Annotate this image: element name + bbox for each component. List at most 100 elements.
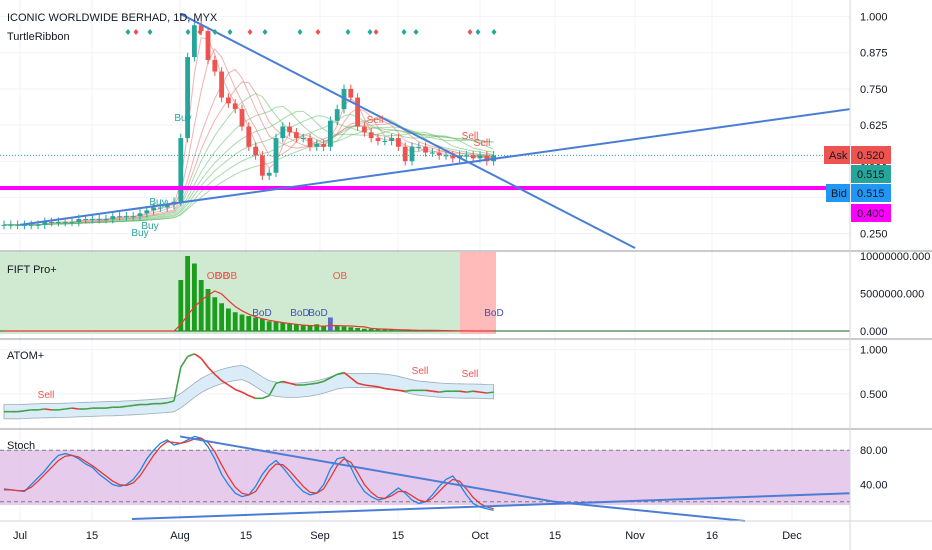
fift-ob-label: OB xyxy=(215,271,230,282)
stoch-pane xyxy=(0,435,851,522)
candle-body xyxy=(83,219,88,221)
atom-line-segment xyxy=(193,353,202,360)
atom-line-segment xyxy=(336,371,345,376)
x-tick-label: 15 xyxy=(392,530,404,542)
signal-diamond xyxy=(147,29,153,35)
volume-bar xyxy=(375,328,381,331)
volume-bar xyxy=(362,328,367,331)
stoch-trendline xyxy=(554,500,746,522)
signal-diamond xyxy=(345,29,351,35)
candle-body xyxy=(158,207,163,209)
signal-diamond xyxy=(227,29,233,35)
ask-price-value: 0.520 xyxy=(857,150,885,162)
signal-diamond xyxy=(262,29,268,35)
atom-line-segment xyxy=(65,407,73,410)
stoch-pane-label[interactable]: Stoch xyxy=(7,440,35,452)
atom-line-segment xyxy=(323,377,331,383)
atom-sell-label: Sell xyxy=(38,390,55,401)
candle-body xyxy=(464,155,469,157)
ribbon-line xyxy=(4,81,494,226)
signal-diamond xyxy=(133,29,139,35)
volume-bar xyxy=(232,312,238,331)
volume-bar xyxy=(219,303,224,331)
atom-pane-label[interactable]: ATOM+ xyxy=(7,350,44,362)
candle-body xyxy=(246,126,252,147)
atom-line-segment xyxy=(377,386,386,390)
candle-body xyxy=(266,172,272,176)
indicator-label[interactable]: TurtleRibbon xyxy=(7,31,70,43)
candle-body xyxy=(164,204,170,208)
candle-body xyxy=(76,219,82,222)
candle-body xyxy=(15,224,20,226)
volume-bar xyxy=(402,330,408,331)
signal-label: Sell xyxy=(462,131,479,142)
ribbon-line xyxy=(4,92,494,226)
fift-pane-label[interactable]: FIFT Pro+ xyxy=(7,264,57,276)
candle-body xyxy=(49,221,54,223)
volume-bar xyxy=(348,327,354,331)
volume-bar xyxy=(226,308,231,331)
volume-bar xyxy=(273,322,279,331)
volume-bar xyxy=(280,322,286,331)
volume-bar xyxy=(246,316,252,331)
candle-body xyxy=(117,216,122,218)
volume-bar xyxy=(355,328,360,331)
atom-line-segment xyxy=(459,390,467,393)
candle-body xyxy=(226,97,231,104)
fift-bod-label: BoD xyxy=(290,308,309,319)
candle-body xyxy=(253,146,258,156)
candle-body xyxy=(287,126,292,133)
volume-bar xyxy=(185,256,190,331)
atom-line-segment xyxy=(24,409,32,412)
atom-line-segment xyxy=(214,373,223,382)
candle-body xyxy=(219,71,224,98)
volume-bar xyxy=(389,329,394,331)
candle-body xyxy=(348,88,354,98)
y-tick-label: 1.000 xyxy=(860,12,888,24)
candle-body xyxy=(151,207,156,211)
candle-body xyxy=(69,221,75,223)
signal-diamond xyxy=(467,29,473,35)
volume-bar xyxy=(253,317,258,331)
atom-line-segment xyxy=(289,382,297,386)
candle-body xyxy=(484,155,490,162)
atom-line-segment xyxy=(384,387,392,391)
candle-body xyxy=(362,126,367,133)
atom-sell-label: Sell xyxy=(412,366,429,377)
atom-line-segment xyxy=(105,406,113,409)
atom-band xyxy=(3,364,494,420)
atom-line-segment xyxy=(275,380,284,384)
candle-body xyxy=(56,221,61,223)
volume-bar xyxy=(300,325,306,331)
y-tick-label: 80.00 xyxy=(860,445,888,457)
atom-line-segment xyxy=(221,379,229,386)
atom-line-segment xyxy=(166,400,175,404)
y-tick-label: 0.000 xyxy=(860,326,888,338)
bid-price-value: 0.515 xyxy=(857,188,885,200)
level-price-value: 0.400 xyxy=(857,208,885,220)
y-tick-label: 1.000 xyxy=(860,344,888,356)
volume-bar xyxy=(192,263,197,331)
axes: Jul 15 Aug 15 Sep 15 Oct 15 Nov 16 Dec 1.000 0.875 0.… xyxy=(13,12,930,542)
atom-line-segment xyxy=(37,408,45,411)
candle-body xyxy=(375,138,381,141)
fift-bod-label: BoD xyxy=(308,308,327,319)
candle-body xyxy=(321,143,326,147)
candle-body xyxy=(28,224,34,226)
signal-label: Buy xyxy=(149,197,166,208)
signal-diamond xyxy=(491,29,497,35)
atom-line-segment xyxy=(119,405,127,409)
stoch-d-line xyxy=(4,437,494,510)
fift-bod-label: BoD xyxy=(252,308,271,319)
level-price-tag: 0.400 xyxy=(851,204,891,222)
atom-line-segment xyxy=(303,383,311,386)
stoch-trendline xyxy=(179,435,556,503)
volume-bar xyxy=(368,328,374,331)
atom-line-segment xyxy=(466,390,474,393)
candle-body xyxy=(430,152,435,154)
candle-body xyxy=(8,224,14,226)
atom-line-segment xyxy=(398,389,406,393)
candle-body xyxy=(90,219,95,221)
